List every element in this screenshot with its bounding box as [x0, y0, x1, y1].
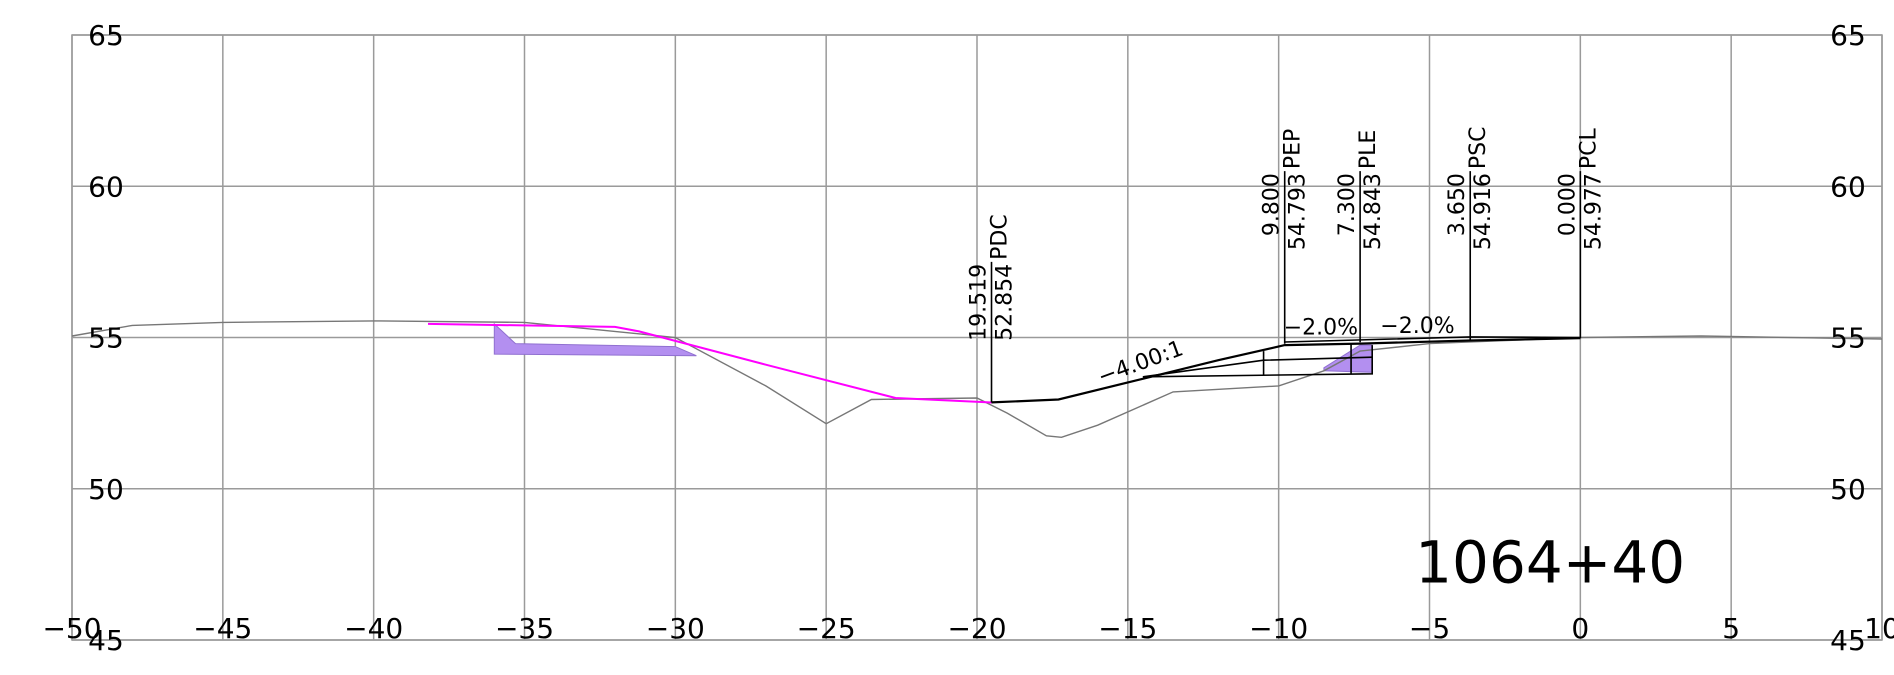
x-tick-label: −10 [1249, 612, 1308, 645]
x-tick-label: −40 [344, 612, 403, 645]
design-surface-line [427, 322, 993, 404]
x-tick-label: −20 [947, 612, 1006, 645]
y-tick-label-left: 45 [88, 624, 124, 657]
point-name-pcl: PCL [1576, 127, 1601, 169]
station-label: 1064+40 [1415, 529, 1685, 597]
y-tick-label-left: 55 [88, 322, 124, 355]
y-tick-label-left: 50 [88, 473, 124, 506]
x-tick-label: −15 [1098, 612, 1157, 645]
point-elevation-pep: 54.793 [1286, 173, 1311, 250]
x-tick-label: 5 [1722, 612, 1740, 645]
y-tick-label-right: 65 [1830, 19, 1866, 52]
y-tick-label-right: 60 [1830, 170, 1866, 203]
point-offset-pep: 9.800 [1260, 173, 1285, 236]
x-tick-label: −35 [495, 612, 554, 645]
point-offset-pcl: 0.000 [1555, 173, 1580, 236]
existing-ground-line [71, 320, 1883, 439]
x-tick-label: −25 [797, 612, 856, 645]
point-elevation-psc: 54.916 [1471, 173, 1496, 250]
slope-label: −2.0% [1284, 315, 1358, 340]
finished-grade-line [991, 337, 1581, 404]
y-tick-label-right: 50 [1830, 473, 1866, 506]
left-fill-area [493, 322, 697, 357]
slope-label: −2.0% [1380, 314, 1454, 339]
subgrade-line [1142, 345, 1373, 378]
slope-label: −4.00:1 [1095, 336, 1187, 390]
point-offset-ple: 7.300 [1335, 173, 1360, 236]
road-template [991, 336, 1581, 404]
y-tick-label-right: 55 [1830, 322, 1866, 355]
fill-areas [493, 322, 1373, 373]
x-tick-label: −5 [1409, 612, 1450, 645]
point-elevation-pdc: 52.854 [993, 264, 1018, 341]
y-tick-label-right: 45 [1830, 624, 1866, 657]
point-name-psc: PSC [1466, 127, 1491, 170]
point-name-pep: PEP [1281, 129, 1306, 169]
point-name-pdc: PDC [988, 214, 1013, 260]
x-tick-label: −30 [646, 612, 705, 645]
y-tick-label-left: 60 [88, 170, 124, 203]
x-tick-label: 10 [1864, 612, 1894, 645]
design-surface-layer [427, 322, 993, 404]
point-offset-psc: 3.650 [1445, 173, 1470, 236]
existing-ground-layer [71, 320, 1883, 439]
point-elevation-ple: 54.843 [1361, 173, 1386, 250]
point-offset-pdc: 19.519 [967, 264, 992, 341]
x-tick-label: −45 [193, 612, 252, 645]
point-name-ple: PLE [1356, 130, 1381, 169]
x-tick-label: 0 [1571, 612, 1589, 645]
y-tick-label-left: 65 [88, 19, 124, 52]
point-elevation-pcl: 54.977 [1581, 173, 1606, 250]
x-tick-label: −50 [42, 612, 101, 645]
grid [71, 34, 1883, 641]
